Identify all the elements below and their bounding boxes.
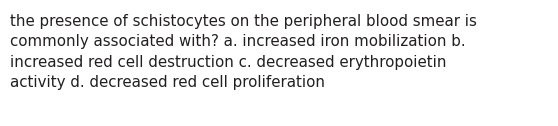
Text: the presence of schistocytes on the peripheral blood smear is
commonly associate: the presence of schistocytes on the peri… [10, 14, 477, 90]
